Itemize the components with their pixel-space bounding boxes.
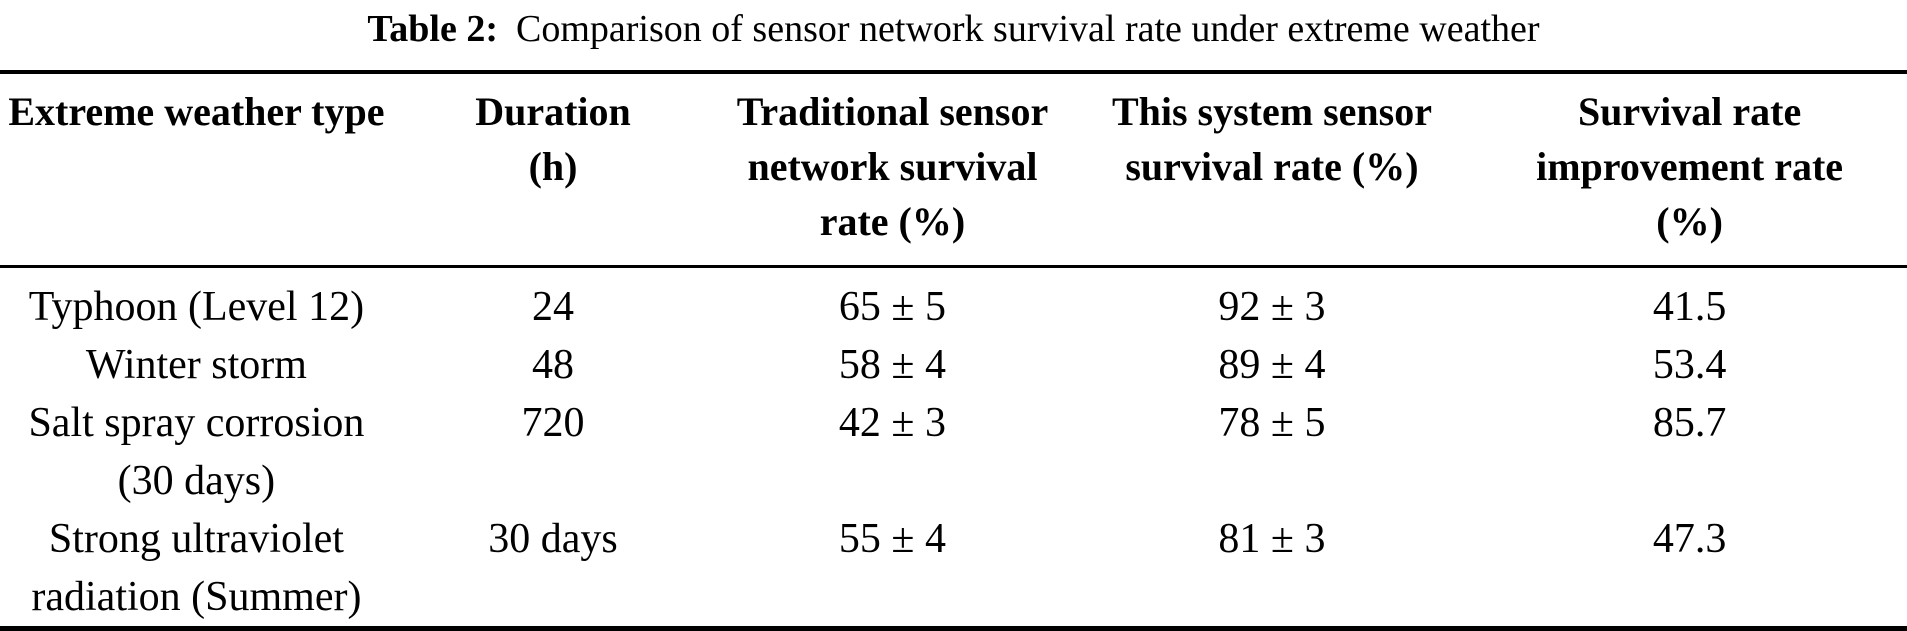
cell-weather-type: Strong ultraviolet radiation (Summer) — [31, 516, 362, 620]
table-caption: Table 2: Comparison of sensor network sur… — [0, 0, 1907, 52]
cell-traditional-survival-rate: 42 ± 3 — [838, 400, 946, 446]
table-caption-label: Table 2: — [367, 8, 498, 50]
cell-duration: 24 — [532, 284, 575, 330]
column-header-traditional-survival-rate: Traditional sensor network survival rate… — [713, 72, 1072, 268]
table-caption-text: Comparison of sensor network survival ra… — [516, 8, 1540, 50]
cell-improvement-rate: 53.4 — [1652, 342, 1727, 388]
cell-weather-type: Salt spray corrosion (30 days) — [28, 400, 365, 504]
header-row: Extreme weather type Duration (h) Tradit… — [0, 72, 1907, 268]
column-header-extreme-weather-type: Extreme weather type — [0, 72, 393, 268]
column-header-system-survival-rate: This system sensor survival rate (%) — [1071, 72, 1473, 268]
cell-system-survival-rate: 89 ± 4 — [1218, 342, 1326, 388]
table-row: Strong ultraviolet radiation (Summer) 30… — [0, 510, 1907, 629]
cell-system-survival-rate: 78 ± 5 — [1218, 400, 1326, 446]
table-row: Winter storm 48 58 ± 4 89 ± 4 53.4 — [0, 336, 1907, 394]
cell-traditional-survival-rate: 58 ± 4 — [838, 342, 946, 388]
cell-weather-type: Winter storm — [85, 342, 307, 388]
cell-improvement-rate: 41.5 — [1652, 284, 1727, 330]
cell-system-survival-rate: 81 ± 3 — [1218, 516, 1326, 562]
column-header-improvement-rate: Survival rate improvement rate (%) — [1472, 72, 1907, 268]
cell-system-survival-rate: 92 ± 3 — [1218, 284, 1326, 330]
cell-improvement-rate: 47.3 — [1652, 516, 1727, 562]
cell-weather-type: Typhoon (Level 12) — [28, 284, 365, 330]
sensor-survival-table: Extreme weather type Duration (h) Tradit… — [0, 70, 1907, 631]
table-row: Salt spray corrosion (30 days) 720 42 ± … — [0, 394, 1907, 510]
cell-duration: 720 — [521, 400, 585, 446]
cell-traditional-survival-rate: 55 ± 4 — [838, 516, 946, 562]
cell-traditional-survival-rate: 65 ± 5 — [838, 284, 946, 330]
column-header-duration: Duration (h) — [392, 72, 714, 268]
table-row: Typhoon (Level 12) 24 65 ± 5 92 ± 3 41.5 — [0, 267, 1907, 337]
cell-improvement-rate: 85.7 — [1652, 400, 1727, 446]
cell-duration: 30 days — [488, 516, 618, 562]
cell-duration: 48 — [532, 342, 575, 388]
